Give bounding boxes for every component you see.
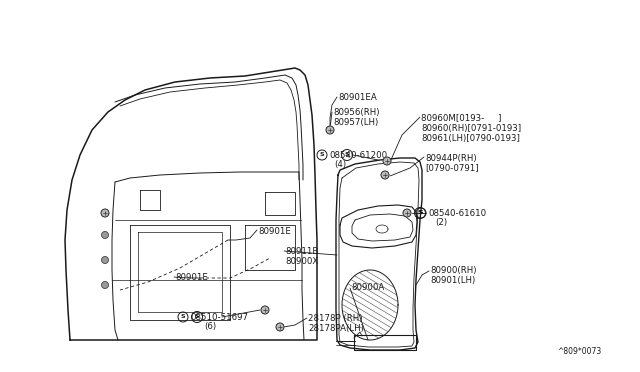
- Text: S: S: [418, 211, 422, 215]
- Text: 80960M[0193-     ]: 80960M[0193- ]: [421, 113, 501, 122]
- Text: S: S: [419, 211, 423, 215]
- Text: 80961(LH)[0790-0193]: 80961(LH)[0790-0193]: [421, 134, 520, 142]
- Text: 28178PA(LH): 28178PA(LH): [308, 324, 364, 334]
- Text: 80960(RH)[0791-0193]: 80960(RH)[0791-0193]: [421, 124, 521, 132]
- Text: ^809*0073: ^809*0073: [557, 347, 601, 356]
- Text: S: S: [345, 153, 349, 157]
- Text: (4): (4): [334, 160, 346, 170]
- Circle shape: [102, 257, 109, 263]
- Text: 80900A: 80900A: [351, 283, 384, 292]
- Text: (6): (6): [204, 323, 216, 331]
- Text: 28178P (RH): 28178P (RH): [308, 314, 362, 324]
- Circle shape: [261, 306, 269, 314]
- Text: 80900X: 80900X: [285, 257, 318, 266]
- Text: S: S: [195, 314, 199, 320]
- Circle shape: [276, 323, 284, 331]
- Text: 08510-51697: 08510-51697: [190, 312, 248, 321]
- Circle shape: [381, 171, 389, 179]
- Text: 80901E: 80901E: [175, 273, 208, 282]
- Text: 80944P(RH): 80944P(RH): [425, 154, 477, 163]
- Text: 08540-61610: 08540-61610: [428, 208, 486, 218]
- Circle shape: [101, 209, 109, 217]
- Circle shape: [403, 209, 411, 217]
- Text: 80900(RH): 80900(RH): [430, 266, 477, 276]
- Circle shape: [383, 157, 391, 165]
- Text: 80901EA: 80901EA: [338, 93, 377, 103]
- Text: 08540-61200: 08540-61200: [329, 151, 387, 160]
- Circle shape: [326, 126, 334, 134]
- Text: 80901(LH): 80901(LH): [430, 276, 476, 285]
- Text: (2): (2): [435, 218, 447, 228]
- Text: 80956(RH): 80956(RH): [333, 109, 380, 118]
- Circle shape: [102, 231, 109, 238]
- Circle shape: [102, 282, 109, 289]
- Text: S: S: [180, 314, 186, 320]
- Text: S: S: [320, 153, 324, 157]
- Text: 80957(LH): 80957(LH): [333, 118, 378, 126]
- Text: 80901E: 80901E: [258, 227, 291, 235]
- Text: 80911B: 80911B: [285, 247, 318, 257]
- Text: [0790-0791]: [0790-0791]: [425, 164, 479, 173]
